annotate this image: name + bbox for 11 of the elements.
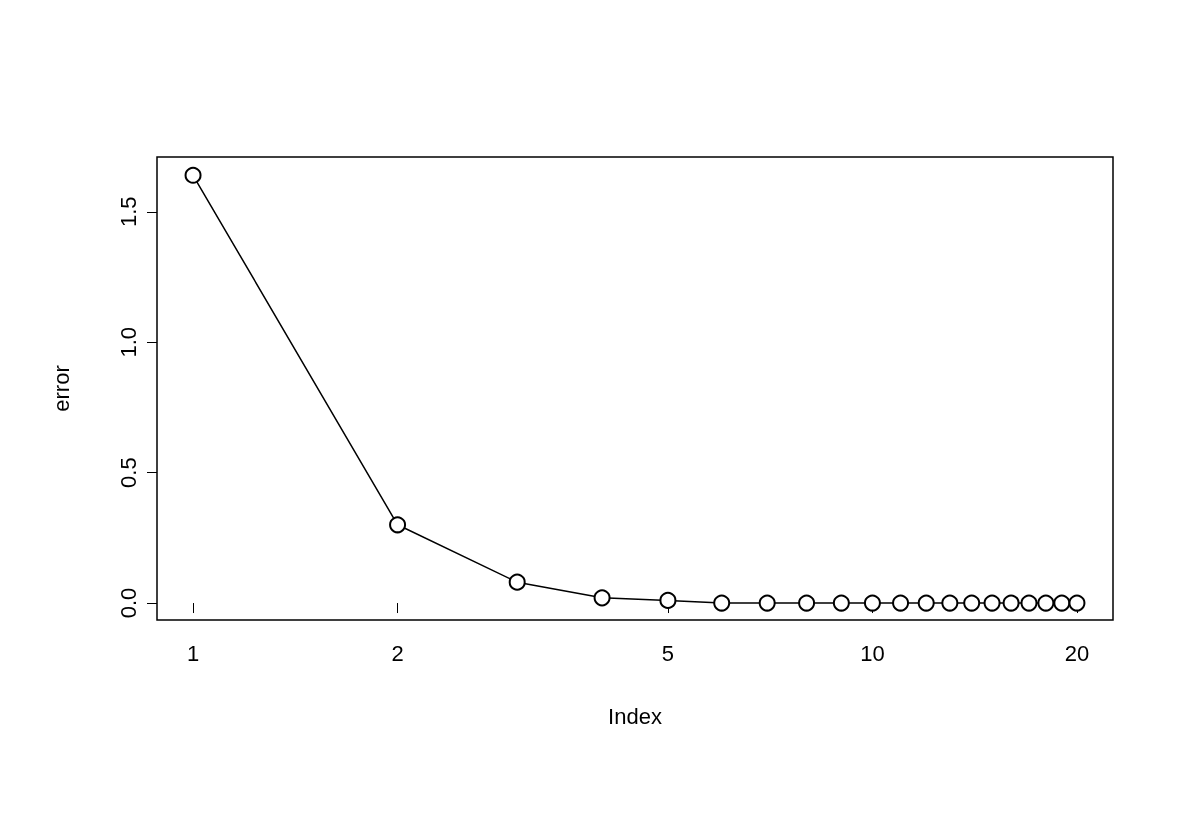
y-tick-label: 0.5 [115, 457, 141, 488]
x-tick-label: 2 [391, 640, 404, 666]
x-tick-label: 5 [661, 640, 675, 666]
y-axis-title: error [48, 365, 74, 412]
x-axis-title: Index [608, 703, 662, 729]
x-tick-label: 1 [186, 640, 200, 666]
y-tick-label: 1.0 [115, 326, 141, 358]
y-tick-label: 0.0 [115, 587, 141, 619]
x-tick-label: 10 [860, 640, 885, 666]
x-tick-label: 20 [1064, 640, 1090, 666]
y-tick-label: 1.5 [115, 196, 141, 228]
